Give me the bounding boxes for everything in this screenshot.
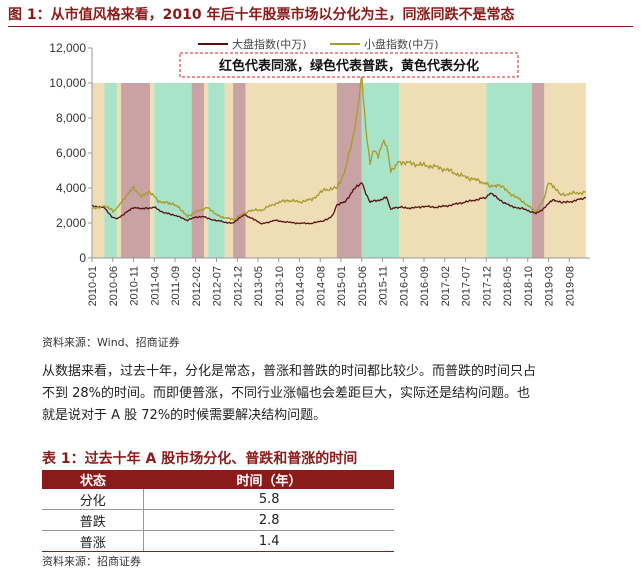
table-row: 普涨 1.4 bbox=[42, 530, 394, 552]
regime-band-yellow bbox=[92, 83, 105, 258]
regime-band-yellow bbox=[544, 83, 586, 258]
regime-band-yellow bbox=[204, 83, 209, 258]
regime-band-green bbox=[208, 83, 225, 258]
data-table: 状态 时间（年） 分化 5.8 普跌 2.8 普涨 1.4 bbox=[42, 470, 394, 552]
figure-source: 资料来源：Wind、招商证券 bbox=[42, 336, 180, 349]
table-cell-status: 普跌 bbox=[42, 509, 145, 531]
y-axis: 0 2,000 4,000 6,000 8,000 10,000 12,000 bbox=[49, 41, 93, 265]
x-tick-label: 2010-06 bbox=[108, 266, 120, 306]
regime-band-green bbox=[486, 83, 532, 258]
x-tick-label: 2013-05 bbox=[253, 266, 265, 306]
annotation-text: 红色代表同涨，绿色代表普跌，黄色代表分化 bbox=[219, 58, 479, 74]
regime-band-red bbox=[531, 83, 545, 258]
x-tick-label: 2015-01 bbox=[336, 266, 348, 306]
regime-band-yellow bbox=[245, 83, 337, 258]
regime-band-green bbox=[361, 83, 400, 258]
y-tick-label: 12,000 bbox=[49, 41, 86, 55]
y-tick-label: 6,000 bbox=[56, 146, 86, 160]
x-tick-label: 2017-12 bbox=[481, 266, 493, 306]
x-tick-label: 2019-03 bbox=[544, 266, 556, 306]
annotation-box bbox=[179, 52, 519, 78]
regime-band-yellow bbox=[150, 83, 155, 258]
series-line-large-cap bbox=[91, 182, 586, 225]
x-tick-label: 2019-08 bbox=[564, 266, 576, 306]
regime-band-green bbox=[104, 83, 117, 258]
figure-title: 图 1：从市值风格来看，2010 年后十年股票市场以分化为主，同涨同跌不是常态 bbox=[8, 4, 633, 27]
table-header: 时间（年） bbox=[143, 470, 394, 489]
table-title: 表 1：过去十年 A 股市场分化、普跌和普涨的时间 bbox=[42, 448, 394, 471]
x-tick-label: 2016-09 bbox=[419, 266, 431, 306]
x-tick-label: 2011-09 bbox=[170, 266, 182, 306]
y-tick-label: 8,000 bbox=[56, 111, 86, 125]
table-header-row: 状态 时间（年） bbox=[42, 470, 394, 489]
regime-band-yellow bbox=[116, 83, 122, 258]
x-tick-label: 2012-02 bbox=[191, 266, 203, 306]
regime-band-red bbox=[121, 83, 151, 258]
x-tick-label: 2017-07 bbox=[461, 266, 473, 306]
y-tick-label: 2,000 bbox=[56, 216, 86, 230]
x-tick-label: 2018-05 bbox=[502, 266, 514, 306]
table-cell-years: 1.4 bbox=[143, 530, 394, 552]
x-tick-label: 2014-03 bbox=[295, 266, 307, 306]
body-paragraph: 从数据来看，过去十年，分化是常态，普涨和普跌的时间都比较少。而普跌的时间只占 不… bbox=[42, 361, 602, 427]
paragraph-line: 就是说对于 A 股 72%的时候需要解决结构问题。 bbox=[42, 408, 327, 423]
series-line-small-cap bbox=[91, 72, 587, 221]
table-row: 普跌 2.8 bbox=[42, 509, 394, 531]
series-lines bbox=[91, 72, 587, 225]
legend: 大盘指数(中万) 小盘指数(中万) bbox=[198, 37, 439, 51]
legend-label: 小盘指数(中万) bbox=[364, 37, 439, 51]
x-tick-label: 2015-11 bbox=[378, 266, 390, 306]
regime-band-red bbox=[233, 83, 246, 258]
x-tick-label: 2013-10 bbox=[274, 266, 286, 306]
x-tick-label: 2011-04 bbox=[149, 266, 161, 306]
annotation: 红色代表同涨，绿色代表普跌，黄色代表分化 bbox=[179, 52, 519, 78]
paragraph-line: 不到 28%的时间。而即便普涨，不同行业涨幅也会差距巨大，实际还是结构问题。也 bbox=[42, 386, 531, 401]
x-tick-label: 2012-12 bbox=[232, 266, 244, 306]
x-tick-label: 2017-02 bbox=[440, 266, 452, 306]
regime-band-yellow bbox=[224, 83, 234, 258]
regime-band-green bbox=[154, 83, 192, 258]
x-tick-label: 2010-11 bbox=[129, 266, 141, 306]
x-tick-label: 2012-07 bbox=[212, 266, 224, 306]
x-tick-label: 2018-10 bbox=[523, 266, 535, 306]
y-tick-label: 4,000 bbox=[56, 181, 86, 195]
x-tick-label: 2010-01 bbox=[87, 266, 99, 306]
chart: 0 2,000 4,000 6,000 8,000 10,000 12,000 2010-0… bbox=[49, 37, 590, 306]
table-source: 资料来源：招商证券 bbox=[42, 555, 141, 568]
regime-bands bbox=[92, 83, 586, 258]
paragraph-line: 从数据来看，过去十年，分化是常态，普涨和普跌的时间都比较少。而普跌的时间只占 bbox=[42, 364, 537, 379]
x-tick-label: 2015-06 bbox=[357, 266, 369, 306]
x-tick-label: 2016-04 bbox=[398, 266, 410, 306]
table-cell-years: 2.8 bbox=[143, 509, 394, 531]
regime-band-red bbox=[191, 83, 205, 258]
legend-label: 大盘指数(中万) bbox=[232, 37, 307, 51]
x-axis: 2010-01 2010-06 2010-11 2011-04 2011-09 2012-… bbox=[87, 257, 590, 306]
table-cell-years: 5.8 bbox=[143, 489, 394, 510]
table-header: 状态 bbox=[42, 470, 144, 489]
y-tick-label: 0 bbox=[79, 251, 86, 265]
table-cell-status: 普涨 bbox=[42, 530, 145, 552]
x-tick-label: 2014-08 bbox=[315, 266, 327, 306]
y-tick-label: 10,000 bbox=[49, 76, 86, 90]
table-cell-status: 分化 bbox=[42, 489, 145, 510]
table-row: 分化 5.8 bbox=[42, 489, 394, 510]
